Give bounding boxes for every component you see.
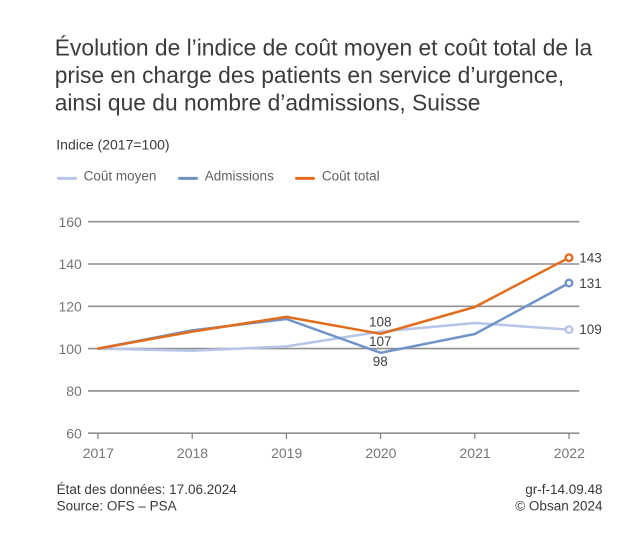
svg-text:Source: OFS – PSA: Source: OFS – PSA (57, 499, 177, 514)
svg-text:gr-f-14.09.48: gr-f-14.09.48 (525, 482, 602, 497)
svg-text:2017: 2017 (83, 445, 114, 461)
svg-text:Coût total: Coût total (322, 169, 380, 184)
svg-text:Évolution de l’indice de coût: Évolution de l’indice de coût moyen et c… (55, 35, 593, 61)
svg-text:2022: 2022 (554, 445, 585, 461)
svg-text:80: 80 (66, 383, 82, 399)
svg-text:2018: 2018 (177, 445, 208, 461)
svg-text:Admissions: Admissions (205, 169, 274, 184)
svg-text:108: 108 (369, 315, 392, 330)
svg-text:109: 109 (579, 322, 602, 337)
svg-text:107: 107 (369, 334, 392, 349)
svg-text:Coût moyen: Coût moyen (84, 169, 157, 184)
svg-text:prise en charge des patients e: prise en charge des patients en service … (55, 62, 564, 88)
svg-text:140: 140 (58, 256, 82, 272)
svg-text:160: 160 (58, 214, 82, 230)
svg-text:2019: 2019 (271, 445, 302, 461)
svg-text:© Obsan 2024: © Obsan 2024 (515, 499, 603, 514)
svg-text:60: 60 (66, 425, 82, 441)
svg-text:131: 131 (579, 276, 602, 291)
svg-text:2021: 2021 (460, 445, 491, 461)
svg-text:Indice (2017=100): Indice (2017=100) (56, 136, 169, 152)
svg-text:120: 120 (58, 299, 82, 315)
svg-text:2020: 2020 (365, 445, 396, 461)
svg-text:98: 98 (373, 354, 388, 369)
svg-text:143: 143 (579, 251, 602, 266)
svg-text:État des données: 17.06.2024: État des données: 17.06.2024 (57, 482, 238, 497)
svg-text:ainsi que du nombre d’admissio: ainsi que du nombre d’admissions, Suisse (55, 90, 481, 116)
svg-text:100: 100 (58, 341, 82, 357)
